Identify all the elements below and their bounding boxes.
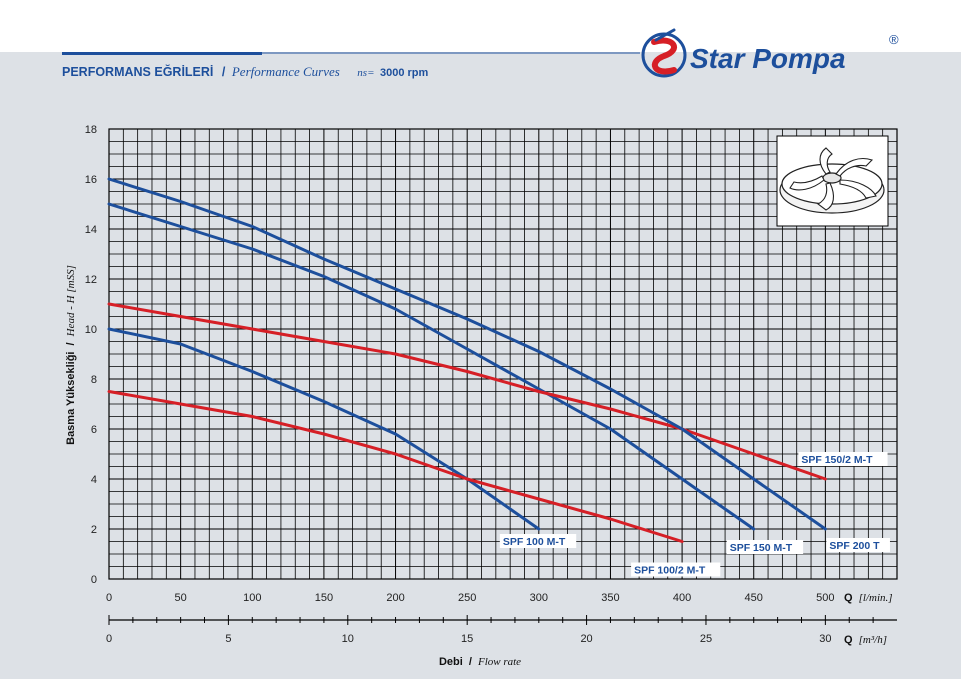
xlabel-en: Flow rate	[477, 656, 521, 668]
x-tick-label: 500	[816, 592, 834, 604]
ylabel-en: Head - H [mSS]	[65, 265, 77, 337]
x2-tick-label: 25	[700, 633, 712, 645]
y-tick-label: 2	[91, 524, 97, 536]
speed-prefix: ns=	[357, 67, 374, 79]
x-tick-label: 50	[175, 592, 187, 604]
x-unit-primary: [l/min.]	[859, 592, 893, 604]
series-label-text: SPF 150 M-T	[730, 542, 793, 554]
series-label-bg	[826, 538, 890, 552]
title-en: Performance Curves	[231, 64, 340, 79]
series-line-1	[107, 390, 684, 543]
x-axis-q-secondary: Q	[844, 634, 853, 646]
y-tick-label: 6	[91, 424, 97, 436]
x2-tick-label: 5	[225, 633, 231, 645]
x-tick-label: 250	[458, 592, 476, 604]
x-tick-label: 400	[673, 592, 691, 604]
series-label-text: SPF 150/2 M-T	[801, 454, 873, 466]
y-tick-label: 8	[91, 374, 97, 386]
x2-tick-label: 30	[819, 633, 831, 645]
ylabel-tr: Basma Yüksekliği	[65, 352, 77, 445]
x-tick-label: 150	[315, 592, 333, 604]
x-tick-label: 450	[745, 592, 763, 604]
y-tick-label: 12	[85, 274, 97, 286]
series-line-4	[107, 177, 827, 531]
series-label-text: SPF 200 T	[829, 540, 880, 552]
x2-tick-label: 20	[580, 633, 592, 645]
x-unit-secondary: [m³/h]	[859, 634, 887, 646]
speed-value: 3000 rpm	[380, 67, 429, 79]
title-tr: PERFORMANS EĞRİLERİ	[62, 64, 213, 79]
series-labels: SPF 100 M-T SPF 100/2 M-T SPF 150 M-T SPF 1…	[499, 452, 890, 577]
series-label-4: SPF 200 T	[826, 538, 890, 552]
registered-mark: ®	[889, 32, 899, 47]
title-separator: /	[222, 65, 226, 79]
series-label-0: SPF 100 M-T	[499, 534, 577, 548]
y-tick-label: 16	[85, 174, 97, 186]
series-line-3	[107, 302, 827, 481]
series-line-2	[107, 202, 756, 531]
chart-curves	[107, 177, 827, 543]
series-label-text: SPF 100 M-T	[503, 536, 566, 548]
x-axis-unit-primary: Q [l/min.]	[844, 592, 893, 604]
series-label-1: SPF 100/2 M-T	[631, 562, 721, 577]
x2-tick-label: 10	[342, 633, 354, 645]
chart-grid	[108, 128, 898, 580]
series-label-bg	[726, 540, 804, 554]
chart-title: PERFORMANS EĞRİLERİ / Performance Curves…	[62, 64, 429, 79]
y-tick-label: 10	[85, 324, 97, 336]
xlabel-tr: Debi	[439, 656, 463, 668]
series-label-bg	[499, 534, 577, 548]
y-tick-label: 18	[85, 124, 97, 136]
x-axis-unit-secondary: Q [m³/h]	[844, 634, 887, 646]
y-axis-label: Basma Yüksekliği / Head - H [mSS]	[65, 265, 77, 445]
x-tick-label: 300	[530, 592, 548, 604]
x-axis-q-primary: Q	[844, 592, 853, 604]
brand-name: Star Pompa	[690, 43, 846, 74]
star-pompa-logo: Star Pompa ®	[641, 28, 899, 78]
impeller-inset	[776, 135, 889, 227]
logo-mark-icon	[641, 28, 687, 78]
y-tick-label: 14	[85, 224, 97, 236]
x-tick-label: 100	[243, 592, 261, 604]
series-label-3: SPF 150/2 M-T	[798, 452, 888, 466]
header-rule-thick	[62, 52, 262, 55]
series-label-bg	[631, 562, 721, 577]
y-tick-label: 0	[91, 574, 97, 586]
header-band	[0, 0, 961, 52]
series-label-2: SPF 150 M-T	[726, 540, 804, 554]
x2-tick-label: 15	[461, 633, 473, 645]
x-tick-label: 0	[106, 592, 112, 604]
x-tick-label: 350	[601, 592, 619, 604]
x2-tick-label: 0	[106, 633, 112, 645]
x-tick-label: 200	[386, 592, 404, 604]
impeller-icon	[779, 147, 885, 214]
series-label-bg	[798, 452, 888, 466]
y-tick-label: 4	[91, 474, 97, 486]
series-label-text: SPF 100/2 M-T	[634, 565, 706, 577]
x-axis-label: Debi / Flow rate	[439, 656, 521, 668]
